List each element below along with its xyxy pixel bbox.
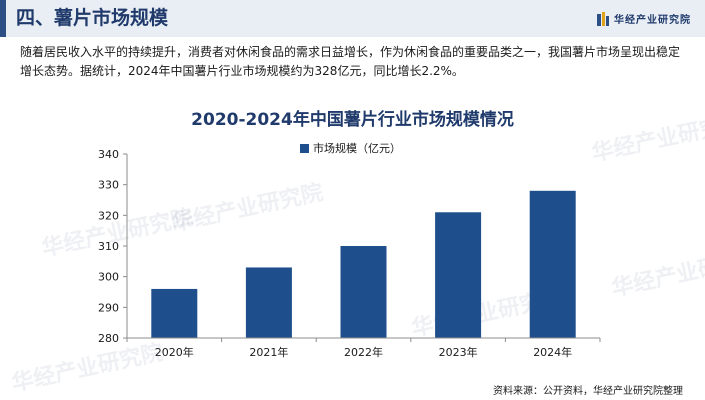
brand: 华经产业研究院: [597, 11, 691, 26]
section-header: 四、薯片市场规模 华经产业研究院: [0, 0, 705, 37]
section-title: 四、薯片市场规模: [16, 7, 169, 29]
y-tick-label: 300: [98, 271, 119, 284]
legend-swatch: [300, 143, 309, 153]
intro-paragraph: 随着居民收入水平的持续提升，消费者对休闲食品的需求日益增长，作为休闲食品的重要品…: [20, 45, 681, 78]
y-tick-label: 330: [98, 179, 119, 192]
y-tick-label: 290: [98, 301, 119, 314]
bar: [435, 212, 482, 338]
bar: [245, 267, 292, 338]
bar: [529, 190, 576, 338]
brand-name: 华经产业研究院: [614, 15, 691, 26]
y-tick-label: 310: [98, 240, 119, 253]
bar: [340, 246, 387, 338]
source-note: 资料来源：公开资料，华经产业研究院整理: [493, 386, 683, 397]
chart-legend: 市场规模（亿元）: [300, 140, 401, 156]
x-tick-label: 2022年: [344, 345, 383, 359]
y-tick-label: 320: [98, 209, 119, 222]
x-tick-label: 2020年: [155, 345, 194, 359]
y-tick-label: 280: [98, 332, 119, 345]
header-accent-bar: [0, 0, 6, 37]
x-tick-label: 2021年: [249, 345, 288, 359]
legend-label: 市场规模（亿元）: [313, 142, 401, 155]
chart-title: 2020-2024年中国薯片行业市场规模情况: [191, 110, 514, 130]
x-tick-label: 2023年: [439, 345, 478, 359]
x-tick-label: 2024年: [533, 345, 572, 359]
bar: [151, 288, 198, 338]
brand-logo-icon: [597, 11, 609, 26]
y-tick-label: 340: [98, 148, 119, 161]
